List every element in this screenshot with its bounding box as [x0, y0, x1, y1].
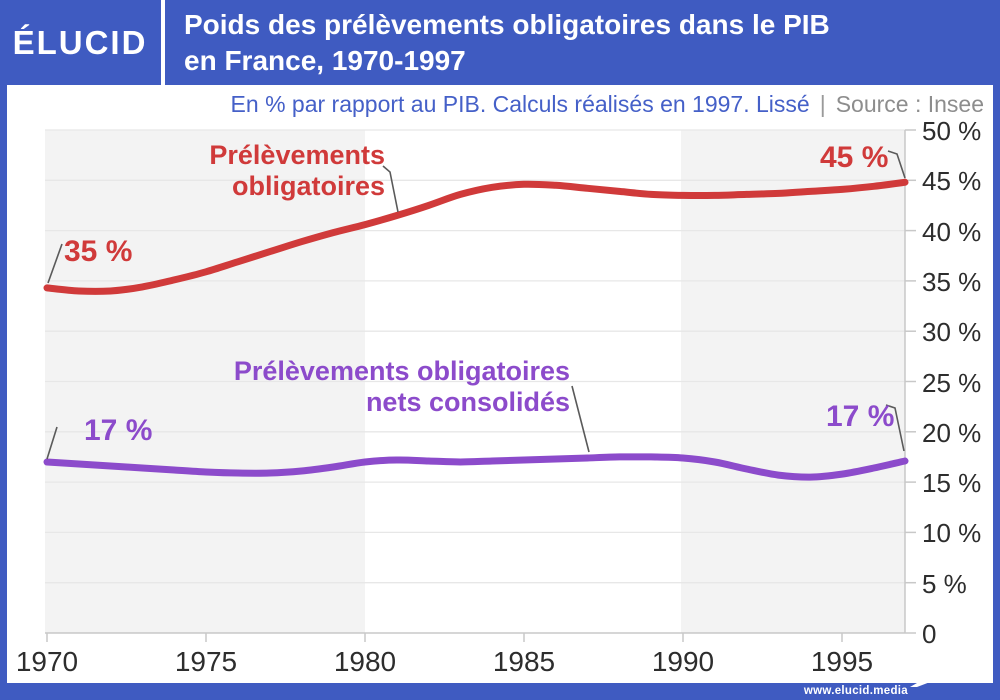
- x-tick-label-1990: 1990: [651, 646, 715, 677]
- y-tick-label-0: 0: [922, 619, 937, 649]
- connector-series2-label: [571, 385, 590, 453]
- y-tick-label-20: 20 %: [922, 417, 982, 448]
- connector-series1-label: [382, 165, 399, 213]
- value-label-series2-end: 17 %: [826, 400, 895, 433]
- series-label-nets-consolides: Prélèvements obligatoires nets consolidé…: [234, 356, 570, 418]
- x-tick-label-1985: 1985: [492, 646, 556, 677]
- elucid-flag-icon: [910, 671, 938, 687]
- series2-label-line1: Prélèvements obligatoires: [233, 356, 570, 386]
- title-block: Poids des prélèvements obligatoires dans…: [160, 7, 830, 79]
- series2-label-line2: nets consolidés: [365, 387, 570, 417]
- x-tick-label-1975: 1975: [174, 646, 238, 677]
- brand-logo: ÉLUCID: [12, 23, 148, 61]
- series-line-0: [43, 178, 909, 295]
- value-label-series1-start: 35 %: [64, 235, 133, 268]
- chart-subtitle: En % par rapport au PIB. Calculs réalisé…: [231, 91, 984, 118]
- series-label-prelevements-obligatoires: Prélèvements obligatoires: [209, 140, 385, 202]
- series-line-1: [43, 453, 909, 481]
- series1-label-line1: Prélèvements: [209, 140, 385, 170]
- x-tick-label-1995: 1995: [810, 646, 874, 677]
- x-tick-label-1970: 1970: [15, 646, 79, 677]
- y-tick-label-10: 10 %: [922, 518, 982, 549]
- value-label-series1-end: 45 %: [820, 141, 889, 174]
- connector-series1-start: [47, 243, 63, 284]
- page-title-line1: Poids des prélèvements obligatoires dans…: [184, 8, 830, 40]
- subtitle-text: En % par rapport au PIB. Calculs réalisé…: [230, 91, 810, 117]
- page-title-line2: en France, 1970-1997: [184, 44, 466, 76]
- connector-series2-start: [46, 426, 58, 460]
- y-tick-label-50: 50 %: [922, 116, 982, 146]
- y-tick-label-35: 35 %: [922, 266, 982, 297]
- subtitle-separator: |: [819, 91, 826, 117]
- y-tick-label-30: 30 %: [922, 317, 982, 348]
- y-tick-label-45: 45 %: [922, 166, 982, 197]
- y-tick-label-25: 25 %: [922, 367, 982, 398]
- source-text: Source : Insee: [835, 91, 984, 117]
- connector-series1-end: [887, 150, 906, 179]
- y-tick-label-5: 5 %: [922, 568, 967, 599]
- y-tick-label-15: 15 %: [922, 468, 982, 499]
- x-tick-label-1980: 1980: [333, 646, 397, 677]
- connector-series2-end: [885, 404, 905, 452]
- series1-label-line2: obligatoires: [231, 171, 385, 201]
- footer-url: www.elucid.media: [803, 685, 908, 697]
- y-tick-label-40: 40 %: [922, 216, 982, 247]
- footer-bar: www.elucid.media: [0, 683, 1000, 700]
- value-label-series2-start: 17 %: [84, 414, 153, 447]
- header: ÉLUCID Poids des prélèvements obligatoir…: [0, 0, 1000, 85]
- header-divider: [161, 0, 165, 85]
